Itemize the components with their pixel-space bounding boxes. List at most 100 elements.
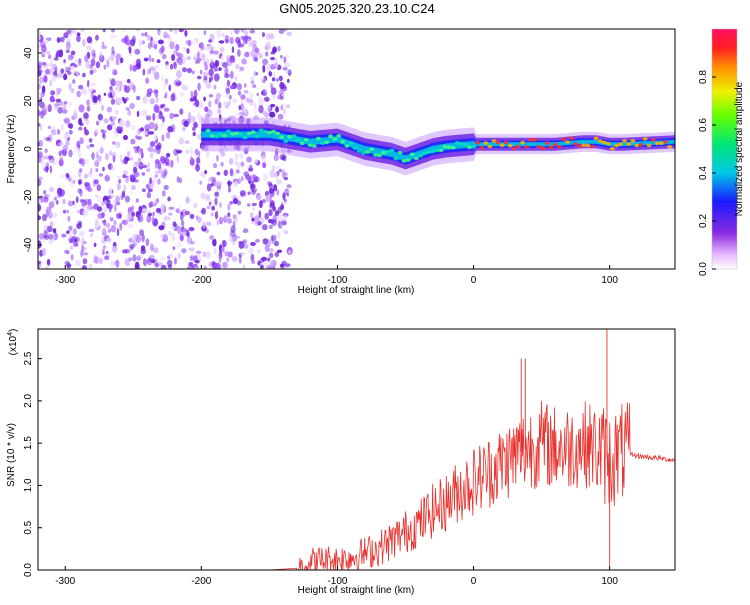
spectrogram-noise-blob bbox=[280, 104, 284, 111]
spectrogram-noise-blob bbox=[262, 162, 267, 169]
ridge-peak-blob bbox=[250, 130, 256, 134]
spectrogram-noise-blob bbox=[95, 168, 99, 172]
ridge-peak-blob bbox=[344, 144, 350, 148]
spectrogram-noise-blob bbox=[136, 255, 141, 261]
spectrogram-noise-blob bbox=[113, 220, 117, 226]
spectrogram-noise-blob bbox=[66, 263, 72, 268]
spectrogram-noise-blob bbox=[173, 113, 179, 118]
spectrogram-noise-blob bbox=[97, 212, 104, 219]
spectrogram-noise-blob bbox=[264, 212, 270, 220]
spectrogram-noise-blob bbox=[85, 60, 89, 69]
spectrogram-noise-blob bbox=[172, 221, 177, 228]
spectrogram-noise-blob bbox=[116, 182, 121, 191]
spectrogram-noise-blob bbox=[238, 43, 245, 48]
spectrogram-noise-blob bbox=[259, 264, 265, 269]
spectrogram-noise-blob bbox=[111, 46, 115, 54]
spectrogram-noise-blob bbox=[236, 83, 242, 91]
spectrogram-noise-blob bbox=[195, 163, 201, 172]
spectrogram-noise-blob bbox=[246, 156, 252, 163]
spectrogram-noise-blob bbox=[108, 204, 112, 213]
spectrogram-noise-blob bbox=[86, 145, 91, 149]
spectrogram-noise-blob bbox=[90, 82, 97, 87]
spectrogram-noise-blob bbox=[234, 215, 238, 224]
spectrogram-noise-blob bbox=[220, 60, 223, 64]
spectrogram-noise-blob bbox=[42, 247, 46, 256]
ridge-peak-blob bbox=[499, 143, 505, 148]
spectrogram-noise-blob bbox=[148, 68, 152, 74]
spectrogram-noise-blob bbox=[232, 98, 238, 104]
spectrogram-noise-blob bbox=[216, 219, 220, 226]
spectrogram-noise-blob bbox=[189, 255, 195, 262]
spectrogram-noise-blob bbox=[250, 76, 255, 81]
spectrogram-noise-blob bbox=[85, 119, 90, 125]
spectrogram-noise-blob bbox=[206, 45, 212, 52]
spectrogram-noise-blob bbox=[226, 79, 230, 87]
spectrogram-noise-blob bbox=[48, 54, 52, 59]
spectrogram-noise-blob bbox=[151, 58, 155, 62]
spectrogram-noise-blob bbox=[180, 211, 184, 216]
spectrogram-noise-blob bbox=[81, 203, 86, 208]
spectrogram-noise-blob bbox=[270, 82, 273, 90]
spectrogram-noise-blob bbox=[206, 183, 212, 192]
spectrogram-noise-blob bbox=[58, 73, 63, 78]
spectrogram-noise-blob bbox=[276, 249, 283, 253]
ridge-peak-blob bbox=[360, 151, 366, 155]
ridge-peak-blob bbox=[475, 141, 481, 145]
spectrogram-noise-blob bbox=[227, 251, 233, 258]
spectrogram-noise-blob bbox=[82, 209, 89, 217]
spectrogram-noise-blob bbox=[84, 173, 88, 179]
spectrogram-noise-blob bbox=[112, 90, 116, 98]
spectrogram-noise-blob bbox=[261, 76, 266, 83]
spectrogram-noise-blob bbox=[82, 258, 88, 265]
spectrogram-noise-blob bbox=[195, 215, 199, 220]
spectrogram-noise-blob bbox=[142, 188, 146, 192]
spectrogram-noise-blob bbox=[125, 120, 131, 128]
spectrogram-noise-blob bbox=[102, 227, 107, 234]
spectrogram-noise-blob bbox=[110, 164, 115, 172]
spectrogram-noise-blob bbox=[62, 209, 67, 214]
spectrogram-noise-blob bbox=[78, 104, 85, 113]
spectrogram-noise-blob bbox=[148, 88, 152, 92]
spectrogram-noise-blob bbox=[257, 221, 262, 226]
spectrogram-noise-blob bbox=[188, 226, 195, 232]
spectrogram-noise-blob bbox=[184, 140, 190, 144]
spectrogram-noise-blob bbox=[269, 200, 275, 208]
spectrogram-noise-blob bbox=[101, 104, 104, 111]
spectrogram-noise-blob bbox=[107, 124, 113, 131]
spectrogram-noise-blob bbox=[273, 184, 278, 192]
spectrogram-noise-blob bbox=[47, 233, 54, 240]
spectrogram-noise-blob bbox=[49, 165, 53, 174]
spectrogram-noise-blob bbox=[103, 200, 108, 205]
spectrogram-noise-blob bbox=[199, 180, 203, 185]
spectrogram-noise-blob bbox=[125, 97, 129, 101]
spectrogram-noise-blob bbox=[276, 179, 283, 185]
spectrogram-noise-blob bbox=[181, 248, 187, 254]
spectrogram-noise-blob bbox=[154, 174, 158, 178]
snr-x-ticks: -300 -200 -100 0 100 bbox=[55, 566, 618, 587]
spectrogram-noise-blob bbox=[157, 178, 161, 185]
ridge-peak-blob bbox=[254, 134, 260, 139]
spectrogram-noise-blob bbox=[185, 149, 190, 154]
spectrogram-noise-blob bbox=[68, 101, 73, 107]
ridge-peak-blob bbox=[246, 131, 252, 136]
spectrogram-noise-blob bbox=[251, 260, 256, 264]
spectrogram-noise-blob bbox=[190, 90, 193, 99]
spectrogram-noise-blob bbox=[136, 95, 141, 101]
spectrogram-noise-blob bbox=[208, 49, 214, 56]
spectrogram-noise-blob bbox=[273, 240, 279, 247]
spectrogram-noise-blob bbox=[134, 161, 140, 167]
spectrogram-noise-blob bbox=[248, 99, 254, 106]
spectrogram-noise-blob bbox=[239, 190, 246, 197]
spectrogram-noise-blob bbox=[125, 107, 130, 111]
spectrogram-noise-blob bbox=[221, 247, 225, 253]
spectrogram-noise-blob bbox=[75, 259, 81, 267]
spectrogram-noise-blob bbox=[220, 181, 224, 185]
ridge-peak-blob bbox=[569, 136, 575, 140]
spectrogram-noise-blob bbox=[204, 265, 207, 269]
spectrogram-noise-blob bbox=[229, 200, 234, 205]
spectrogram-noise-blob bbox=[192, 131, 196, 137]
spectrogram-noise-blob bbox=[59, 189, 65, 197]
colorbar-tick-label: 0.4 bbox=[698, 166, 709, 180]
spectrogram-noise-blob bbox=[216, 93, 222, 98]
spectrogram-noise-blob bbox=[116, 142, 121, 147]
